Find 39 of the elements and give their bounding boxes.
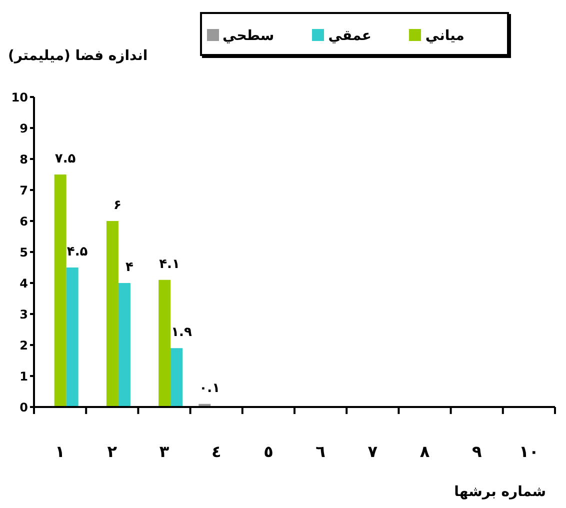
data-label: ۴	[125, 260, 134, 275]
data-label: ۴.۵	[66, 244, 88, 260]
bar	[118, 283, 130, 407]
legend-label: مياني	[425, 28, 464, 44]
y-tick-label: 4	[20, 276, 28, 290]
x-tick-label: ۸	[420, 442, 430, 461]
y-tick-label: 0	[20, 400, 28, 414]
x-tick-label: ۱	[55, 442, 65, 461]
y-tick-label: 2	[20, 338, 28, 352]
y-axis-title: اندازه فضا (ميليمتر)	[8, 48, 148, 64]
data-label: ۱.۹	[171, 325, 192, 340]
y-tick-label: 8	[20, 152, 28, 166]
x-tick-label: ۹	[472, 442, 482, 461]
y-tick-label: 5	[20, 245, 28, 260]
data-label: ۶	[113, 198, 122, 213]
x-tick-label: ٦	[316, 442, 326, 461]
y-tick-label: 3	[20, 307, 28, 322]
x-tick-label: ٥	[264, 442, 274, 461]
data-label: ۴.۱	[159, 256, 180, 272]
y-tick-label: 9	[20, 121, 28, 136]
y-tick-label: 7	[20, 183, 28, 198]
legend-label: عمقي	[328, 28, 372, 44]
x-tick-label: ۱۰	[519, 442, 539, 461]
x-tick-label: ٤	[211, 442, 222, 461]
x-axis-title: شماره برشها	[454, 484, 546, 500]
y-tick-label: 6	[20, 214, 28, 228]
bar	[66, 268, 78, 407]
bar	[170, 348, 183, 407]
bar	[54, 174, 66, 407]
legend-label: سطحي	[222, 28, 274, 44]
x-tick-label: ۷	[368, 442, 378, 461]
y-tick-label: 10	[11, 90, 28, 104]
x-tick-label: ۳	[159, 442, 170, 461]
bar	[158, 280, 171, 407]
data-label: ۷.۵	[54, 152, 76, 166]
y-tick-label: 1	[20, 369, 28, 384]
x-tick-label: ۲	[107, 442, 118, 461]
bar	[106, 221, 118, 407]
data-label: ۰.۱	[199, 380, 220, 396]
